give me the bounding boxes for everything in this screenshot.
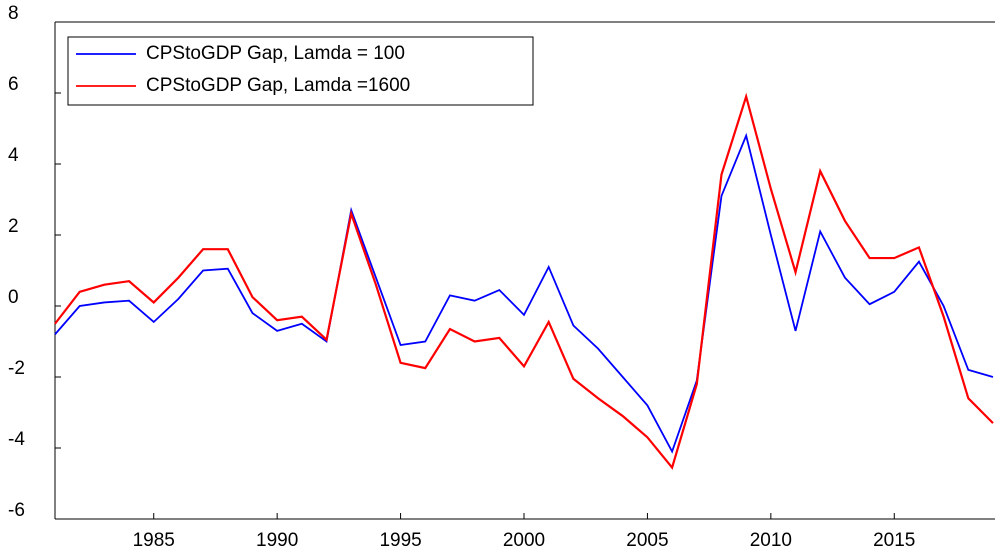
legend-label: CPStoGDP Gap, Lamda =1600	[146, 75, 410, 96]
legend-label: CPStoGDP Gap, Lamda = 100	[146, 43, 405, 64]
series-line	[54, 92, 994, 470]
series-line	[54, 132, 994, 454]
x-tick-label: 1995	[379, 530, 421, 551]
y-tick-label: 2	[8, 216, 19, 237]
x-tick-label: 2000	[503, 530, 545, 551]
x-tick-label: 1985	[133, 530, 175, 551]
legend-box	[67, 36, 534, 106]
y-tick-label: -2	[8, 358, 25, 379]
y-tick-label: -6	[8, 500, 25, 521]
y-tick-label: -4	[8, 429, 25, 450]
x-tick-label: 2005	[626, 530, 668, 551]
x-tick-label: 2010	[750, 530, 792, 551]
x-tick-label: 1990	[256, 530, 298, 551]
legend: CPStoGDP Gap, Lamda = 100 CPStoGDP Gap, L…	[67, 36, 534, 106]
y-tick-label: 0	[8, 287, 19, 308]
x-tick-label: 2015	[873, 530, 915, 551]
y-tick-label: 8	[8, 3, 19, 24]
y-tick-label: 6	[8, 74, 19, 95]
y-tick-label: 4	[8, 145, 19, 166]
